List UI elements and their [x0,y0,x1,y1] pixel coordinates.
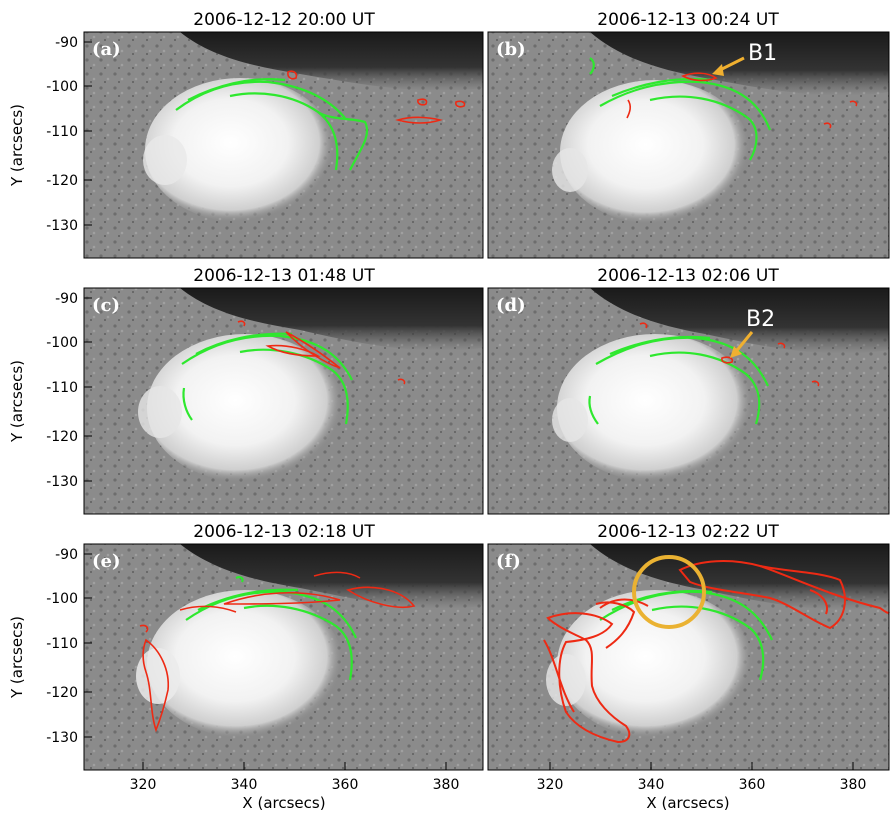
y-tick-label: -130 [46,218,78,234]
panel-c: 2006-12-13 01:48 UT (c) [83,266,484,515]
x-tick-label: 360 [739,777,766,793]
y-tick-label: -110 [46,124,78,140]
panel-frame-e [83,543,484,771]
panel-d: 2006-12-13 02:06 UT B2 (d [487,266,890,515]
x-axis-right: 320 340 360 380 [537,762,867,793]
highlight-circle [632,555,706,629]
x-tick-label: 320 [130,777,157,793]
panel-label-e: (e) [92,551,121,572]
panel-label-c: (c) [92,295,120,316]
y-axis-label: Y (arcsecs) [8,616,26,699]
panel-title-c: 2006-12-13 01:48 UT [193,266,375,286]
x-tick-label: 340 [231,777,258,793]
y-tick-label: -100 [46,79,78,95]
panel-label-a: (a) [92,39,121,60]
panel-frame-a [83,31,484,259]
panel-e: 2006-12-13 02:18 UT (e) [83,522,484,771]
y-tick-label: -110 [46,636,78,652]
panel-title-a: 2006-12-12 20:00 UT [193,10,375,30]
y-axis-label: Y (arcsecs) [8,104,26,187]
x-tick-label: 320 [537,777,564,793]
y-tick-label: -120 [46,429,78,445]
y-tick-label: -90 [55,35,78,51]
y-axis-row2: -90 -100 -110 -120 -130 [46,291,92,490]
panel-image-b [488,32,889,258]
panel-frame-f [487,543,890,771]
y-tick-label: -110 [46,380,78,396]
arrow-b1 [712,56,745,76]
panel-image-e [84,544,483,770]
panel-f: 2006-12-13 02:22 UT (f) [487,522,890,771]
panel-label-d: (d) [496,295,526,316]
x-tick-label: 380 [840,777,867,793]
panel-image-c [84,288,483,514]
y-tick-label: -120 [46,173,78,189]
panel-frame-d [487,287,890,515]
y-axis-label: Y (arcsecs) [8,360,26,443]
y-axis-row3: -90 -100 -110 -120 -130 [46,547,92,746]
x-axis-label: X (arcsecs) [646,794,729,812]
panel-image-f [488,544,890,770]
annotation-b1: B1 [748,41,777,66]
panel-title-f: 2006-12-13 02:22 UT [597,522,779,542]
panel-b: 2006-12-13 00:24 UT B1 (b [487,10,890,259]
y-tick-label: -120 [46,685,78,701]
panel-label-f: (f) [496,551,521,572]
y-tick-label: -130 [46,474,78,490]
y-tick-label: -90 [55,291,78,307]
panel-image-d [488,288,889,514]
panel-title-e: 2006-12-13 02:18 UT [193,522,375,542]
y-tick-label: -130 [46,730,78,746]
y-tick-label: -90 [55,547,78,563]
y-tick-label: -100 [46,591,78,607]
panel-frame-b [487,31,890,259]
panel-title-d: 2006-12-13 02:06 UT [597,266,779,286]
annotation-b2: B2 [746,307,775,332]
x-tick-label: 380 [433,777,460,793]
x-tick-label: 340 [638,777,665,793]
panel-frame-c [83,287,484,515]
y-tick-label: -100 [46,335,78,351]
x-axis-left: 320 340 360 380 [130,762,460,793]
x-tick-label: 360 [332,777,359,793]
panel-image-a [84,32,483,258]
y-axis-row1: -90 -100 -110 -120 -130 [46,35,92,234]
arrow-b2 [730,331,754,358]
panel-a: 2006-12-12 20:00 UT (a) [83,10,484,259]
x-axis-label: X (arcsecs) [242,794,325,812]
panel-label-b: (b) [496,39,526,60]
panel-title-b: 2006-12-13 00:24 UT [597,10,779,30]
